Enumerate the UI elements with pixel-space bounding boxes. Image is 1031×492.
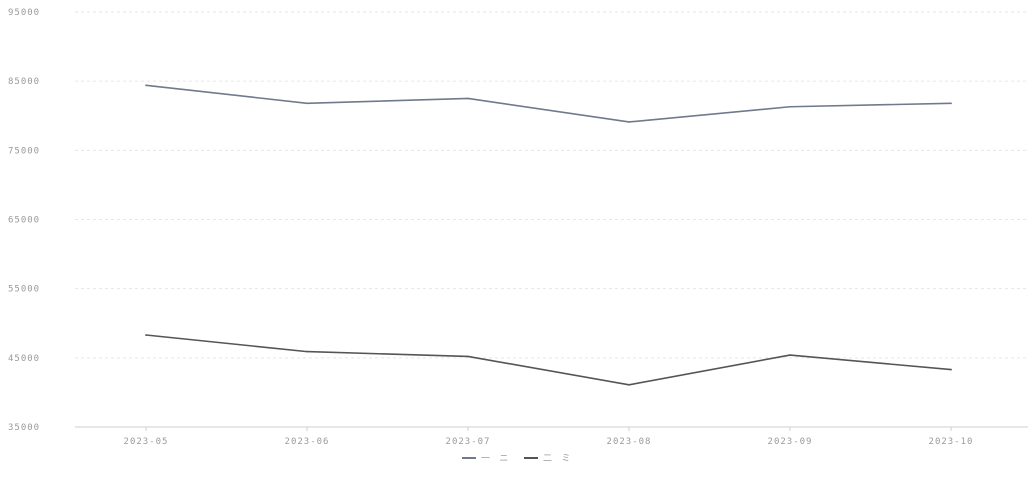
y-tick-label: 35000 [8,423,40,433]
x-tick-label: 2023-09 [768,437,813,447]
data-point [145,334,147,336]
y-tick-label: 75000 [8,146,40,156]
y-tick-label: 55000 [8,285,40,295]
data-point [950,102,952,105]
x-tick-label: 2023-05 [124,437,169,447]
data-point [628,384,630,386]
data-point [145,84,147,87]
data-point [950,368,952,371]
y-axis-ticks: 35000 45000 55000 65000 75000 85000 95000 [8,8,40,433]
x-tick-label: 2023-06 [285,437,330,447]
y-tick-label: 85000 [8,77,40,87]
legend-label-2: 二 ミ [543,454,572,464]
data-point [789,105,791,108]
x-tick-label: 2023-10 [929,437,974,447]
data-point [306,350,308,353]
y-tick-label: 45000 [8,354,40,364]
legend: 一 ニ二 ミ [462,454,572,464]
x-tick-label: 2023-07 [446,437,491,447]
y-tick-label: 65000 [8,216,40,226]
legend-label-1: 一 ニ [481,454,510,464]
grid-lines [75,11,1028,428]
data-point [628,121,630,123]
series-group [145,84,952,386]
series-line-1 [145,84,952,123]
data-point [306,102,308,105]
data-point [467,355,469,358]
data-point [467,97,469,100]
y-tick-label: 95000 [8,8,40,18]
x-axis-ticks: 2023-05 2023-06 2023-07 2023-08 2023-09 2023-… [124,427,974,447]
data-point [789,354,791,356]
series-line-2 [145,334,952,386]
x-tick-label: 2023-08 [607,437,652,447]
